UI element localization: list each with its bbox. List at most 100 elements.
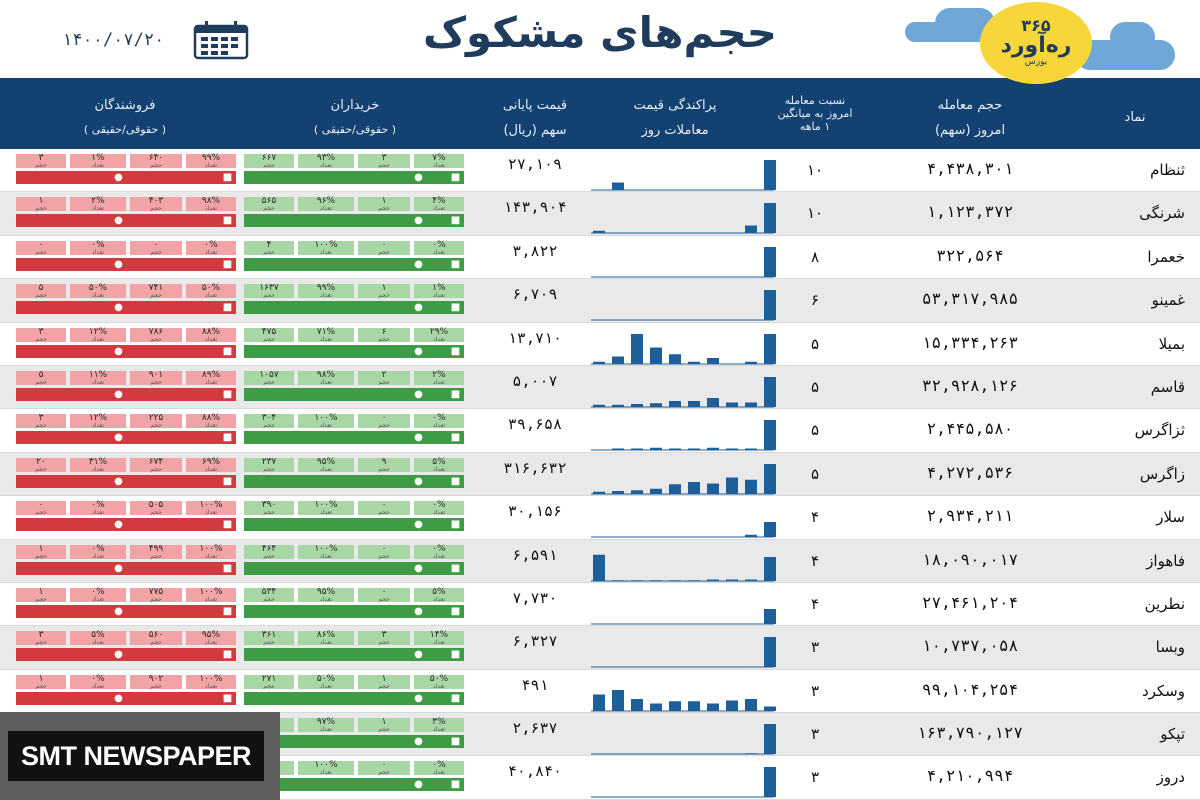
table-row[interactable]: بمیلا ۱۵,۳۳۴,۲۶۳ ۵ ۱۳,۷۱۰ ۴۷۵ حجم ۷۱% تعداد ۶ حجم… bbox=[0, 323, 1200, 366]
symbol[interactable]: شرنگی bbox=[1139, 204, 1185, 223]
person-icon: ● bbox=[114, 302, 123, 314]
histogram-bar bbox=[764, 160, 776, 190]
buy-value: ۳۰۴ bbox=[261, 413, 277, 424]
sell-segment: ۶۷۴ حجم bbox=[130, 457, 182, 473]
symbol[interactable]: خعمرا bbox=[1147, 247, 1185, 266]
logo: ۳۶۵ ره‌آورد بورس bbox=[905, 0, 1200, 84]
table-row[interactable]: سلار ۲,۹۳۴,۲۱۱ ۴ ۳۰,۱۵۶ ۳۹۰ حجم ۱۰۰% تعداد ۰ حجم ۰… bbox=[0, 496, 1200, 540]
table-row[interactable]: وبسا ۱۰,۷۳۷,۰۵۸ ۳ ۶,۳۲۷ ۳۶۱ حجم ۸۶% تعداد ۳ حجم ۱۴… bbox=[0, 626, 1200, 670]
histogram bbox=[591, 203, 776, 234]
sell-segment: ۸۹%تعداد bbox=[186, 370, 236, 385]
buy-caption: تعداد bbox=[319, 509, 333, 517]
histogram-bar bbox=[764, 463, 776, 494]
histogram-bar bbox=[688, 448, 700, 451]
table-row[interactable]: خعمرا ۳۲۲,۵۶۴ ۸ ۳,۸۲۲ ۴ حجم ۱۰۰% تعداد ۰ حجم ۰% تعد… bbox=[0, 236, 1200, 280]
table-row[interactable]: قاسم ۳۲,۹۲۸,۱۲۶ ۵ ۵,۰۰۷ ۱۰۵۷ حجم ۹۸% تعداد ۲ حجم ۲… bbox=[0, 365, 1200, 410]
person-icon: ● bbox=[114, 388, 123, 400]
symbol[interactable]: فاهواز bbox=[1146, 551, 1185, 570]
buy-segment: ۱۴% تعداد bbox=[414, 630, 464, 646]
sell-caption: حجم bbox=[150, 465, 162, 473]
person-icon: ● bbox=[414, 649, 423, 661]
buy-segment: ۳۶۱ حجم bbox=[244, 631, 294, 646]
building-icon: ■ bbox=[450, 258, 461, 270]
sell-segment: ۰%تعداد bbox=[186, 240, 236, 255]
sell-caption: تعداد bbox=[91, 552, 105, 560]
person-icon: ● bbox=[114, 605, 123, 617]
sell-value: ۴۹۹ bbox=[148, 543, 164, 554]
sell-caption: تعداد bbox=[91, 205, 105, 213]
building-icon: ■ bbox=[222, 562, 233, 574]
table-row[interactable]: ثنظام ۴,۴۳۸,۳۰۱ ۱۰ ۲۷,۱۰۹ ۶۶۷ حجم ۹۳% تعداد ۳ حجم… bbox=[0, 149, 1200, 193]
table-row[interactable]: وسکرد ۹۹,۱۰۴,۲۵۴ ۳ ۴۹۱ ۲۷۱ حجم ۵۰% تعداد ۱ حجم ۵۰%… bbox=[0, 670, 1200, 714]
symbol[interactable]: غمینو bbox=[1151, 291, 1185, 310]
building-icon: ■ bbox=[450, 605, 461, 617]
buy-caption: حجم bbox=[378, 595, 390, 603]
histogram-bar bbox=[745, 753, 757, 755]
buy-segment: ۰% تعداد bbox=[414, 414, 464, 429]
col-volume: حجم معامله امروز (سهم) bbox=[895, 98, 1045, 138]
sell-caption: حجم bbox=[35, 422, 47, 430]
symbol[interactable]: بمیلا bbox=[1158, 334, 1185, 353]
col-ratio: نسبت معامله امروز به میانگین ۱ ماهه bbox=[755, 94, 875, 133]
buy-value: ۴% bbox=[432, 196, 446, 207]
symbol[interactable]: وسکرد bbox=[1141, 681, 1185, 700]
buy-caption: تعداد bbox=[432, 292, 446, 300]
buy-value: ۱۰۰% bbox=[314, 239, 338, 250]
sell-segment: ۹۹% تعداد bbox=[186, 154, 236, 169]
symbol[interactable]: زاگرس bbox=[1139, 464, 1185, 483]
volume: ۹۹,۱۰۴,۲۵۴ bbox=[921, 679, 1019, 699]
sell-value: ۳ bbox=[38, 326, 44, 337]
buy-value: ۱۴% bbox=[429, 630, 449, 641]
volume: ۳۲,۹۲۸,۱۲۶ bbox=[921, 375, 1019, 395]
buy-value: ۵% bbox=[432, 586, 446, 597]
histogram bbox=[591, 246, 776, 278]
table-row[interactable]: شرنگی ۱,۱۲۳,۳۷۲ ۱۰ ۱۴۳,۹۰۴ ۵۶۵ حجم ۹۶% تعداد ۱ حج… bbox=[0, 192, 1200, 236]
sell-segment: ۲۲۵ حجم bbox=[130, 414, 182, 429]
symbol[interactable]: دروز bbox=[1156, 768, 1185, 787]
buy-value: ۹۷% bbox=[316, 717, 336, 728]
ratio: ۴ bbox=[810, 551, 820, 570]
col-symbol-label: نماد bbox=[1124, 110, 1146, 125]
table-row[interactable]: نطرین ۲۷,۴۶۱,۲۰۴ ۴ ۷,۷۳۰ ۵۳۴ حجم ۹۵% تعداد ۰ حجم ۵… bbox=[0, 583, 1200, 627]
sell-segment: ۷۸۶ حجم bbox=[130, 327, 182, 342]
symbol[interactable]: سلار bbox=[1156, 508, 1185, 527]
buy-value: ۶ bbox=[381, 326, 387, 337]
person-icon: ● bbox=[114, 649, 123, 661]
table-row[interactable]: غمینو ۵۳,۳۱۷,۹۸۵ ۶ ۶,۷۰۹ ۱۶۳۷ حجم ۹۹% تعداد ۱ حجم… bbox=[0, 279, 1200, 323]
ratio: ۵ bbox=[810, 464, 820, 483]
buy-segment: ۲۳۷ حجم bbox=[244, 457, 294, 472]
buy-segment: ۹۷% تعداد bbox=[298, 717, 354, 734]
buy-value: ۹۶% bbox=[316, 196, 336, 207]
symbol[interactable]: تپکو bbox=[1160, 725, 1185, 744]
sell-caption: حجم bbox=[35, 552, 47, 560]
table-row[interactable]: فاهواز ۱۸,۰۹۰,۰۱۷ ۴ ۶,۵۹۱ ۴۶۴ حجم ۱۰۰% تعداد ۰ حج… bbox=[0, 539, 1200, 583]
symbol[interactable]: ثنظام bbox=[1150, 161, 1185, 179]
sell-caption: حجم bbox=[35, 335, 47, 343]
person-icon: ● bbox=[414, 388, 423, 400]
buy-caption: تعداد bbox=[432, 248, 446, 256]
buy-caption: حجم bbox=[263, 205, 275, 213]
symbol[interactable]: قاسم bbox=[1150, 377, 1185, 396]
histogram-bar bbox=[688, 700, 700, 711]
table-row[interactable]: ثزاگرس ۲,۴۴۵,۵۸۰ ۵ ۳۹,۶۵۸ ۳۰۴ حجم ۱۰۰% تعداد ۰ حج… bbox=[0, 409, 1200, 453]
histogram-bar bbox=[593, 231, 605, 234]
sell-caption: حجم bbox=[150, 552, 162, 560]
person-icon: ● bbox=[114, 432, 123, 444]
table-row[interactable]: زاگرس ۴,۲۷۲,۵۳۶ ۵ ۳۱۶,۶۳۲ ۲۳۷ حجم ۹۵% تعداد ۹ حجم… bbox=[0, 452, 1200, 497]
histogram-bar bbox=[612, 490, 624, 494]
sell-value: ۰% bbox=[91, 586, 105, 597]
buy-segment: ۱۶۳۷ حجم bbox=[244, 284, 294, 299]
volume: ۴,۴۳۸,۳۰۱ bbox=[926, 159, 1014, 178]
buy-value: ۴۶۴ bbox=[261, 543, 277, 554]
histogram-bar bbox=[612, 689, 624, 711]
histogram-bar bbox=[764, 376, 776, 407]
sell-segment: ۱۰۰% تعداد bbox=[186, 587, 236, 602]
symbol[interactable]: ثزاگرس bbox=[1134, 421, 1185, 440]
volume: ۱۶۳,۷۹۰,۱۲۷ bbox=[917, 723, 1023, 743]
symbol[interactable]: نطرین bbox=[1144, 594, 1185, 613]
sell-flow: ۳ حجم ۵% تعداد ۵۶۰ حجم ۹۵% تعداد ● ■ bbox=[16, 631, 236, 663]
buy-caption: تعداد bbox=[319, 726, 333, 734]
col-distribution-sublabel: معاملات روز bbox=[641, 123, 709, 138]
symbol[interactable]: وبسا bbox=[1155, 638, 1185, 657]
sell-caption: تعداد bbox=[91, 465, 105, 473]
